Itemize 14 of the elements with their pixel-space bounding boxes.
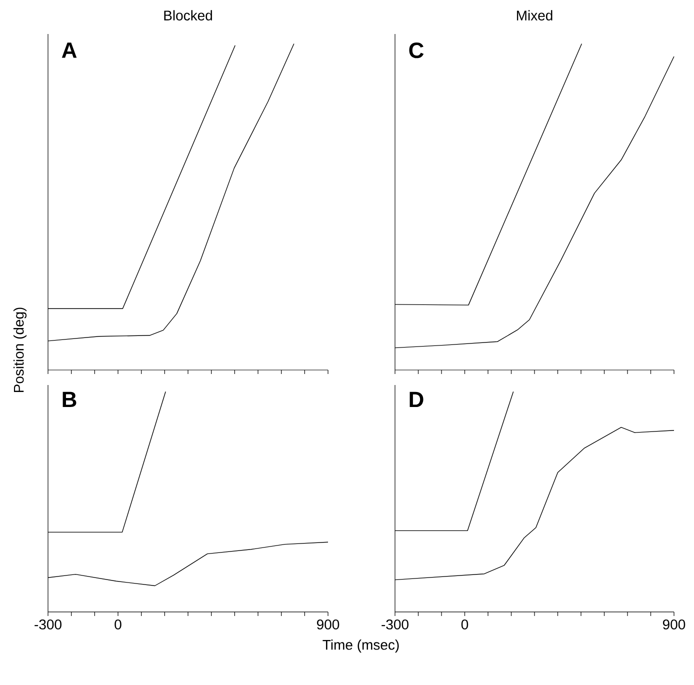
x-tick-label: 900 — [316, 620, 340, 630]
x-tick-label: 0 — [114, 620, 122, 630]
chart-title: Blocked — [164, 10, 212, 20]
x-tick-label: 0 — [461, 620, 468, 630]
chart-title: Mixed — [516, 10, 552, 20]
x-tick-label: -300 — [382, 620, 408, 630]
x-axis-title: Time (msec) — [322, 640, 399, 653]
annotation: C — [409, 42, 424, 58]
y-axis-title: Position (deg) — [13, 308, 27, 392]
x-tick-label: -300 — [34, 620, 62, 630]
annotation: B — [62, 392, 76, 408]
x-tick-label: 900 — [662, 620, 686, 630]
annotation: A — [62, 42, 77, 58]
annotation: D — [410, 392, 424, 408]
